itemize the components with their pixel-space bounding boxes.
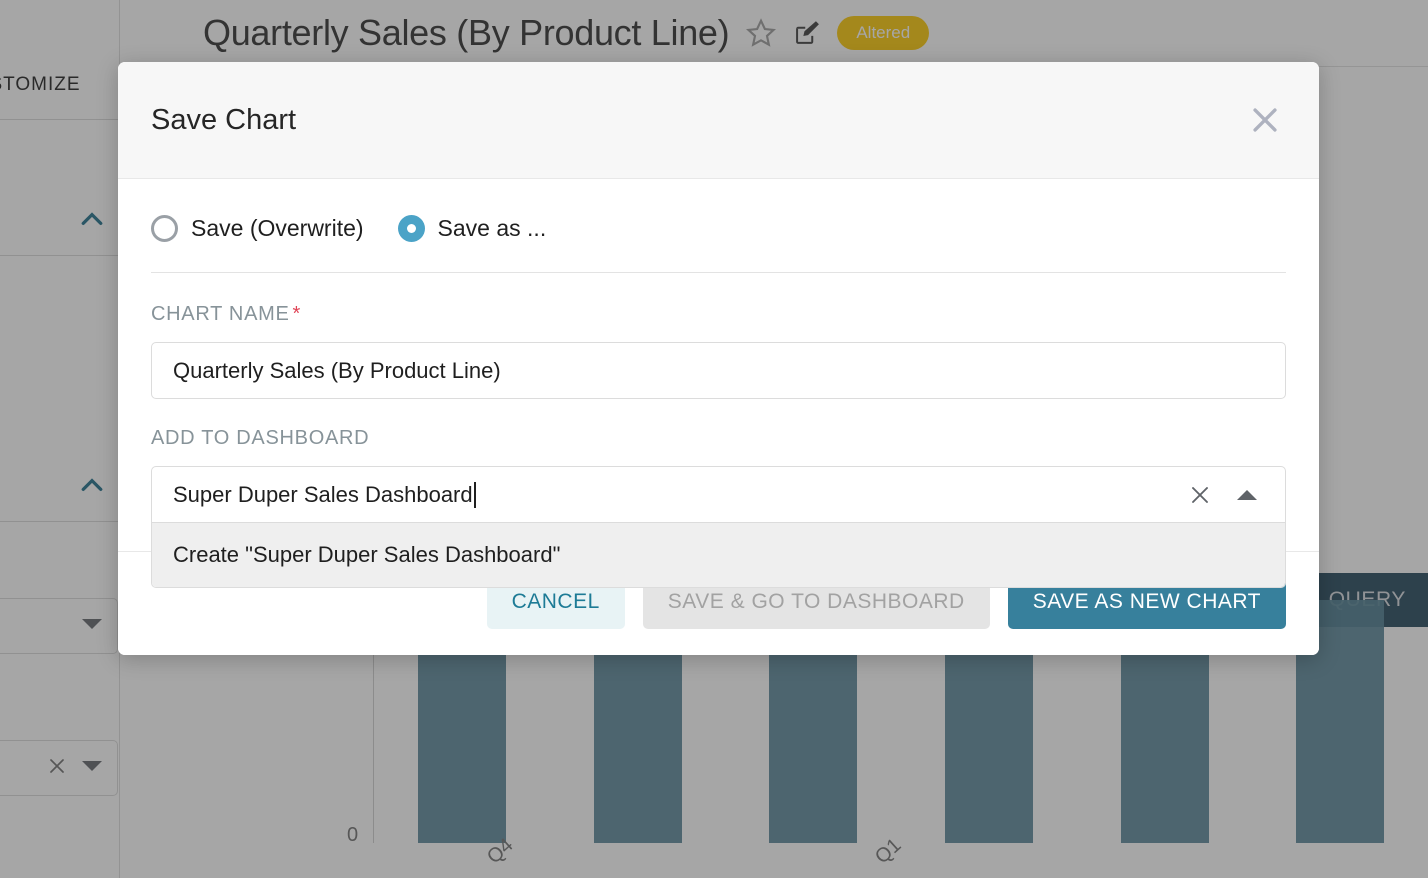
control-select-field-with-clear[interactable] (0, 740, 118, 796)
dashboard-option-create[interactable]: Create "Super Duper Sales Dashboard" (152, 523, 1285, 587)
chart-name-field-block: CHART NAME * (151, 303, 1286, 399)
radio-save-as[interactable]: Save as ... (397, 215, 547, 242)
dashboard-select-value-wrap[interactable]: Super Duper Sales Dashboard (173, 481, 1177, 508)
clear-icon[interactable] (47, 756, 67, 781)
caret-down-icon[interactable] (81, 759, 103, 778)
save-mode-radio-group: Save (Overwrite) Save as ... (151, 215, 1286, 272)
caret-down-icon[interactable] (81, 617, 103, 636)
panel-divider (0, 255, 120, 256)
collapse-section-caret-up-icon[interactable] (71, 204, 113, 234)
chart-y-axis (373, 600, 374, 843)
collapse-section-caret-up-icon[interactable] (71, 470, 113, 500)
control-select-field[interactable] (0, 598, 118, 654)
chart-name-input[interactable] (151, 342, 1286, 399)
panel-divider (0, 521, 120, 522)
page-title: Quarterly Sales (By Product Line) (203, 12, 730, 53)
chart-name-label: CHART NAME * (151, 303, 1286, 326)
modal-header: Save Chart (118, 62, 1319, 179)
caret-up-icon[interactable] (1223, 487, 1271, 502)
panel-section-label: CUSTOMIZE (0, 74, 81, 95)
radio-checked-icon (397, 215, 425, 242)
radio-save-overwrite-label: Save (Overwrite) (191, 215, 364, 241)
chart-y-tick-label: 0 (347, 824, 359, 846)
modal-title: Save Chart (151, 103, 297, 136)
dashboard-select-control[interactable]: Super Duper Sales Dashboard (151, 466, 1286, 523)
modal-body: Save (Overwrite) Save as ... CHART NAME *… (118, 179, 1319, 588)
radio-unchecked-icon (151, 215, 178, 242)
required-marker: * (292, 303, 301, 325)
dashboard-select: Super Duper Sales Dashboard Create "Sup (151, 466, 1286, 588)
add-to-dashboard-label: ADD TO DASHBOARD (151, 427, 370, 449)
divider (151, 272, 1286, 273)
clear-icon[interactable] (1177, 484, 1223, 506)
text-cursor (473, 481, 476, 508)
chart-name-label-text: CHART NAME (151, 303, 290, 325)
dashboard-select-menu: Create "Super Duper Sales Dashboard" (151, 523, 1286, 588)
radio-save-overwrite[interactable]: Save (Overwrite) (151, 215, 364, 242)
panel-divider (0, 119, 120, 120)
chart-header: Quarterly Sales (By Product Line) Altere… (151, 0, 1428, 67)
close-icon[interactable] (1245, 100, 1285, 140)
control-panel: CUSTOMIZE (0, 0, 120, 878)
add-to-dashboard-field-block: ADD TO DASHBOARD Super Duper Sales Dashb… (151, 427, 1286, 588)
save-chart-modal: Save Chart Save (Overwrite) Save as ... (118, 62, 1319, 655)
radio-save-as-label: Save as ... (437, 215, 547, 241)
star-icon[interactable] (745, 17, 777, 49)
status-badge: Altered (837, 16, 930, 50)
dashboard-select-value: Super Duper Sales Dashboard (173, 481, 473, 507)
edit-pencil-icon[interactable] (793, 19, 821, 47)
